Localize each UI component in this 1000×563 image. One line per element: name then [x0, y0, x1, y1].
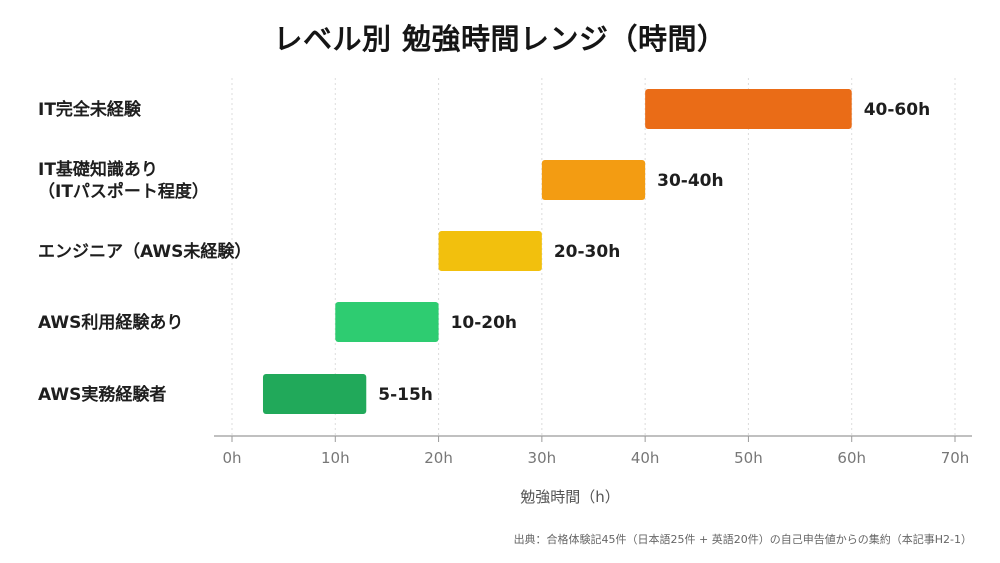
source-note: 出典：合格体験記45件（日本語25件 + 英語20件）の自己申告値からの集約（本…: [513, 533, 972, 546]
category-label: IT基礎知識あり: [38, 159, 158, 180]
range-bar: [335, 302, 439, 342]
x-tick-label: 60h: [837, 449, 866, 467]
bar-value-label: 30-40h: [657, 171, 723, 191]
x-axis-title: 勉強時間（h）: [520, 488, 620, 506]
range-bar: [438, 231, 542, 271]
category-label: エンジニア（AWS未経験）: [38, 241, 251, 262]
bars: 40-60h 30-40h 20-30h 10-20h 5-15h: [262, 89, 930, 414]
x-tick-label: 70h: [941, 449, 970, 467]
range-bar: [645, 89, 852, 129]
range-bar: [541, 160, 646, 200]
range-bar: [262, 374, 367, 414]
x-tick-label: 30h: [528, 449, 557, 467]
x-tick-label: 50h: [734, 449, 763, 467]
x-axis: 0h 10h 20h 30h 40h 50h 60h 70h: [214, 435, 972, 467]
bar-value-label: 5-15h: [378, 385, 433, 405]
bar-value-label: 40-60h: [864, 100, 930, 120]
x-tick-label: 0h: [222, 449, 241, 467]
chart-title: レベル別 勉強時間レンジ（時間）: [273, 22, 727, 56]
category-label: （ITパスポート程度）: [38, 181, 209, 202]
category-label: IT完全未経験: [38, 99, 142, 120]
x-tick-label: 40h: [631, 449, 660, 467]
bar-value-label: 10-20h: [451, 313, 517, 333]
bar-value-label: 20-30h: [554, 242, 620, 262]
x-tick-label: 10h: [321, 449, 350, 467]
category-label: AWS実務経験者: [38, 384, 166, 405]
x-tick-label: 20h: [424, 449, 453, 467]
category-label: AWS利用経験あり: [38, 312, 183, 333]
category-labels: IT完全未経験 IT基礎知識あり（ITパスポート程度） エンジニア（AWS未経験） A…: [38, 99, 251, 405]
